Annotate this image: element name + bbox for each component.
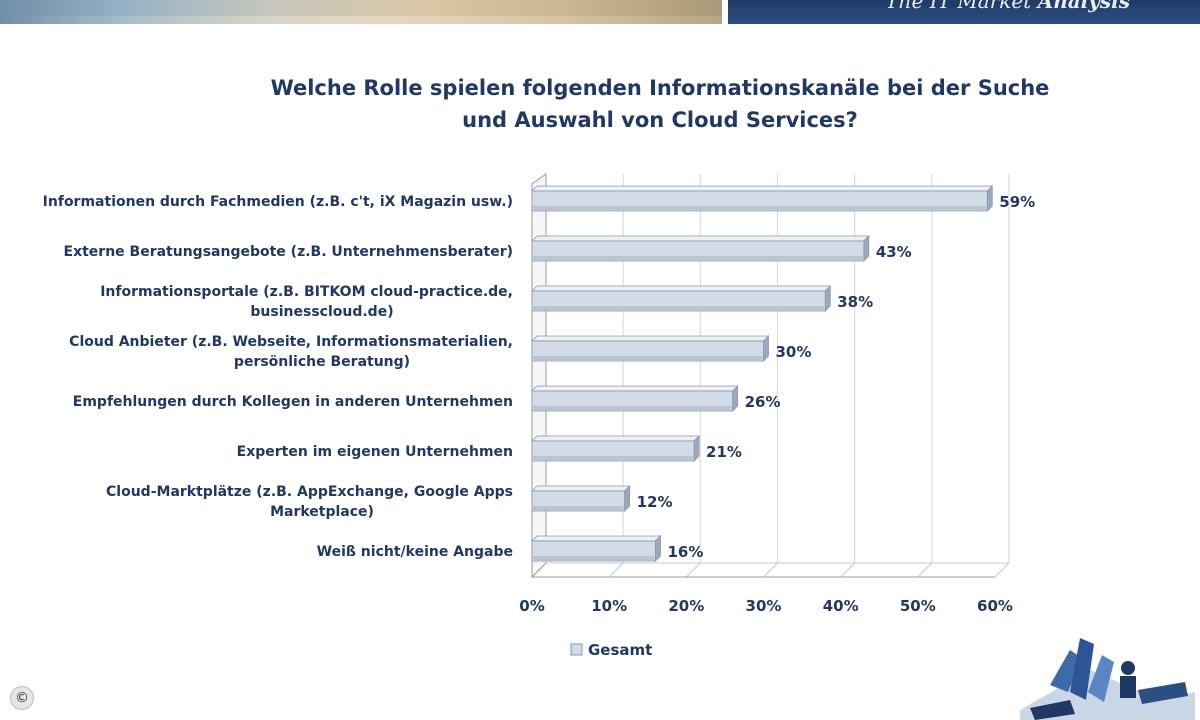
category-label-6-0: Cloud-Marktplätze (z.B. AppExchange, Goo…: [106, 484, 513, 500]
floor-line-5: [917, 562, 933, 578]
floor-line-1: [608, 562, 624, 578]
category-label-7-0: Weiß nicht/keine Angabe: [317, 544, 513, 560]
tagline-bold: Analysis: [1037, 0, 1130, 13]
data-label-6: 12%: [637, 493, 673, 511]
data-label-1: 43%: [876, 243, 912, 261]
legend-swatch: [570, 643, 583, 656]
category-label-5-0: Experten im eigenen Unternehmen: [237, 444, 513, 460]
chart-title-line-2: und Auswahl von Cloud Services?: [462, 108, 858, 132]
legend-label: Gesamt: [588, 641, 652, 659]
bar-end-6: [624, 485, 630, 512]
tagline-prefix: The IT Market: [885, 0, 1038, 13]
bar-end-7: [655, 535, 661, 562]
category-label-6-1: Marketplace): [270, 504, 374, 520]
bar-end-5: [693, 435, 700, 462]
bar-end-1: [863, 235, 870, 262]
x-tick-label-0: 0%: [519, 597, 544, 615]
data-label-0: 59%: [999, 193, 1035, 211]
header-tagline: The IT Market Analysis: [885, 0, 1130, 13]
bar-end-0: [986, 185, 993, 212]
bar-top-3: [531, 335, 770, 342]
data-label-4: 26%: [745, 393, 781, 411]
chart-title: Welche Rolle spielen folgenden Informati…: [250, 72, 1070, 136]
category-label-3-1: persönliche Beratung): [234, 354, 410, 370]
category-label-0-0: Informationen durch Fachmedien (z.B. c't…: [43, 194, 513, 210]
x-tick-label-3: 30%: [746, 597, 782, 615]
bar-shade-2: [533, 306, 825, 310]
floor-line-4: [840, 562, 856, 578]
category-label-4-0: Empfehlungen durch Kollegen in anderen U…: [73, 394, 513, 410]
bar-shade-1: [533, 256, 863, 260]
bar-top-1: [531, 235, 870, 242]
bar-shade-3: [533, 356, 763, 360]
header-brand-bar: The IT Market Analysis: [728, 0, 1200, 24]
data-label-7: 16%: [667, 543, 703, 561]
category-label-2-1: businesscloud.de): [250, 304, 393, 320]
chart-title-line-1: Welche Rolle spielen folgenden Informati…: [270, 76, 1050, 100]
bar-shade-4: [533, 406, 732, 410]
floor-line-6: [994, 562, 1010, 578]
bar-top-6: [531, 485, 631, 492]
x-tick-label-2: 20%: [668, 597, 704, 615]
x-tick-label-5: 50%: [900, 597, 936, 615]
floor-line-3: [763, 562, 778, 578]
header-photo-banner: [0, 0, 722, 24]
bar-top-2: [531, 285, 832, 292]
floor-line-2: [685, 562, 701, 578]
bar-shade-5: [533, 456, 694, 460]
x-tick-label-6: 60%: [977, 597, 1013, 615]
bar-shade-0: [533, 206, 987, 210]
bar-top-5: [531, 435, 701, 442]
data-label-3: 30%: [776, 343, 812, 361]
bar-shade-7: [533, 556, 655, 560]
category-label-1-0: Externe Beratungsangebote (z.B. Unterneh…: [64, 244, 513, 260]
bar-top-0: [531, 185, 994, 192]
left-wall: [531, 173, 547, 579]
bar-top-7: [531, 535, 662, 542]
data-label-2: 38%: [837, 293, 873, 311]
x-tick-label-4: 40%: [823, 597, 859, 615]
data-label-5: 21%: [706, 443, 742, 461]
bar-shade-6: [533, 506, 624, 510]
copyright-icon: ©: [10, 686, 34, 710]
bar-end-4: [732, 385, 739, 412]
market-analysis-logo: [1020, 638, 1195, 720]
category-label-2-0: Informationsportale (z.B. BITKOM cloud-p…: [100, 284, 513, 300]
bar-end-2: [824, 285, 831, 312]
category-label-3-0: Cloud Anbieter (z.B. Webseite, Informati…: [69, 334, 513, 350]
bar-end-3: [763, 335, 769, 362]
x-tick-label-1: 10%: [591, 597, 627, 615]
bar-top-4: [531, 385, 739, 392]
